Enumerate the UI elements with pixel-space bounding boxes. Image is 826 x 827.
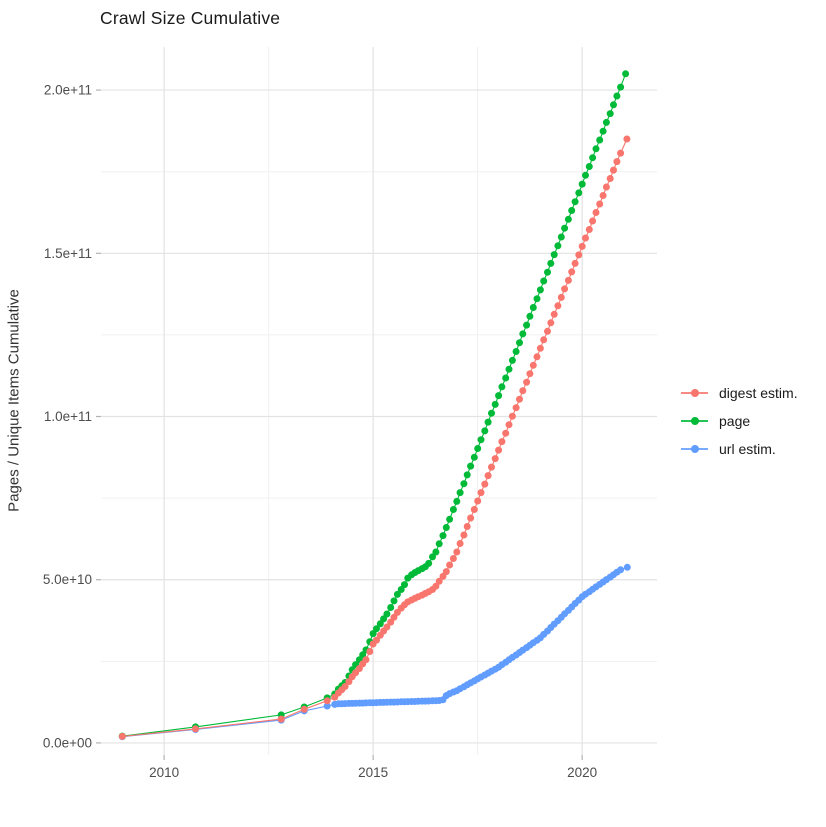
series-digest-estim-points: [118, 135, 631, 740]
x-tick-label: 2010: [149, 765, 179, 780]
y-tick-label: 1.5e+11: [44, 246, 92, 261]
series-url-estim-points: [118, 563, 631, 741]
x-tick-labels: 2010 2015 2020: [149, 765, 597, 780]
series-digest-estim: [118, 135, 631, 740]
legend: digest estim. page url estim.: [681, 379, 798, 463]
chart-title: Crawl Size Cumulative: [100, 8, 281, 28]
legend-item-digest-estim: digest estim.: [681, 379, 798, 407]
legend-label-digest-estim: digest estim.: [719, 385, 798, 401]
y-tick-label: 2.0e+11: [44, 83, 92, 98]
legend-item-url-estim: url estim.: [681, 435, 798, 463]
legend-item-page: page: [681, 407, 798, 435]
x-tick-label: 2015: [358, 765, 388, 780]
legend-label-url-estim: url estim.: [719, 441, 776, 457]
y-tick-label: 0.0e+00: [43, 735, 92, 750]
y-tick-label: 5.0e+10: [43, 572, 92, 587]
minor-gridlines: [101, 47, 657, 755]
x-tick-label: 2020: [567, 765, 597, 780]
legend-key-page-icon: [681, 415, 708, 427]
series-url-estim: [118, 563, 631, 741]
y-tick-label: 1.0e+11: [44, 409, 92, 424]
legend-key-digest-estim-icon: [681, 387, 708, 399]
y-tick-labels: 0.0e+00 5.0e+10 1.0e+11 1.5e+11 2.0e+11: [43, 83, 92, 751]
major-gridlines: [101, 47, 657, 755]
legend-label-page: page: [719, 413, 751, 429]
legend-key-url-estim-icon: [681, 443, 708, 455]
axis-ticks: [96, 89, 583, 760]
